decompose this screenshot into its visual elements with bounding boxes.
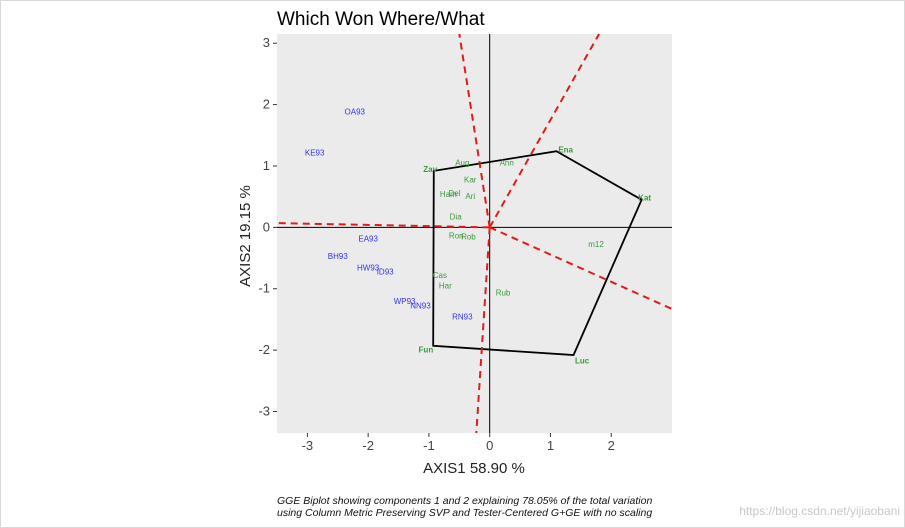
genotype-label-dia: Dia: [450, 212, 463, 221]
genotype-label-kat: Kat: [638, 193, 651, 202]
genotype-label-rob: Rob: [461, 233, 476, 242]
genotype-label-fun: Fun: [419, 346, 434, 355]
genotype-label-ann: Ann: [500, 158, 514, 167]
environment-label-bh93: BH93: [328, 252, 349, 261]
caption-line-2: using Column Metric Preserving SVP and T…: [277, 507, 652, 519]
sector-ray-5: [458, 33, 491, 228]
watermark-text: https://blog.csdn.net/yijiaobani: [739, 504, 900, 518]
sector-ray-1: [488, 33, 600, 228]
x-axis-title: AXIS1 58.90 %: [423, 460, 525, 477]
genotype-label-zav: Zav: [423, 165, 437, 174]
y-tick-label: -1: [258, 281, 270, 296]
environment-label-ea93: EA93: [358, 234, 378, 243]
polygon-group: [432, 150, 643, 356]
genotype-label-luc: Luc: [575, 357, 590, 366]
environment-label-id93: ID93: [377, 268, 394, 277]
y-tick-label: 0: [263, 219, 270, 234]
x-tick-label: -1: [423, 438, 435, 453]
x-tick-label: 2: [608, 438, 615, 453]
genotype-label-ham: Ham: [440, 190, 457, 199]
tick-group: -3 -2 -1 0 1 2 -3 -2 -1 0 1 2 3: [258, 35, 614, 453]
caption-line-1: GGE Biplot showing components 1 and 2 ex…: [277, 495, 652, 507]
chart-title: Which Won Where/What: [277, 9, 485, 30]
y-tick-label: -2: [258, 342, 270, 357]
x-tick-label: -2: [362, 438, 374, 453]
sector-ray-2: [489, 226, 673, 310]
environment-label-nn93: NN93: [410, 301, 431, 310]
y-tick-label: 1: [263, 158, 270, 173]
environment-label-oa93: OA93: [345, 107, 366, 116]
genotype-label-kar: Kar: [464, 175, 477, 184]
plot-panel: [277, 34, 672, 433]
x-tick-label: 0: [486, 438, 493, 453]
environment-label-ke93: KE93: [305, 148, 325, 157]
genotype-label-ena: Ena: [558, 145, 573, 154]
genotype-label-m12: m12: [588, 240, 604, 249]
genotype-label-ari: Ari: [465, 192, 475, 201]
x-tick-label: 1: [547, 438, 554, 453]
genotype-label-aug: Aug: [455, 158, 469, 167]
ray-group: [276, 33, 673, 434]
genotype-label-cas: Cas: [433, 271, 447, 280]
genotype-label-har: Har: [439, 282, 452, 291]
environment-label-wp93: WP93: [394, 297, 416, 306]
environment-label-rn93: RN93: [452, 312, 473, 321]
convex-hull-polygon: [432, 150, 643, 356]
y-tick-label: 3: [263, 35, 270, 50]
sector-ray-3: [475, 227, 491, 434]
y-tick-label: -3: [258, 404, 270, 419]
genotype-label-ron: Ron: [449, 231, 464, 240]
y-tick-label: 2: [263, 97, 270, 112]
genotype-label-rub: Rub: [496, 288, 511, 297]
genotype-label-del: Del: [448, 189, 460, 198]
x-tick-label: -3: [302, 438, 314, 453]
environment-label-hw93: HW93: [357, 263, 380, 272]
y-axis-title: AXIS2 19.15 %: [237, 185, 254, 287]
